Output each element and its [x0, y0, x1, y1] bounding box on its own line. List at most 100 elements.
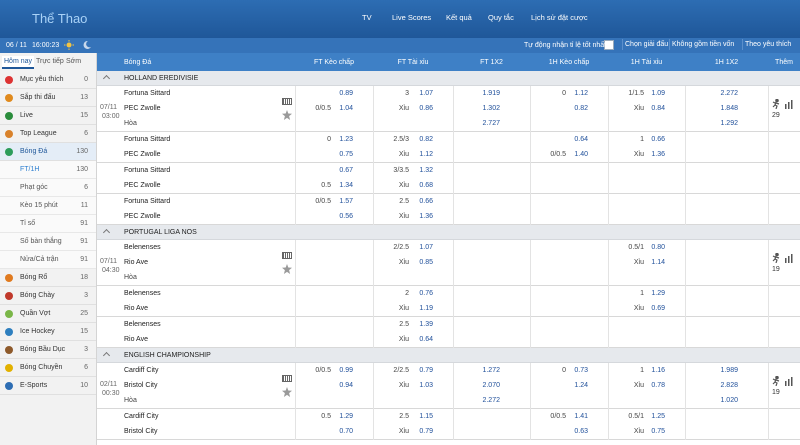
- favorite-star[interactable]: [282, 387, 292, 397]
- odds[interactable]: 0.64: [574, 136, 588, 143]
- filter-button[interactable]: Theo yêu thích: [742, 39, 793, 50]
- odds[interactable]: 1.07: [419, 90, 433, 97]
- tv-icon[interactable]: [282, 252, 292, 259]
- sidebar-item[interactable]: [0, 341, 96, 359]
- odds[interactable]: 1.15: [419, 413, 433, 420]
- filter-button[interactable]: Chọn giải đấu: [622, 39, 670, 50]
- sidebar-tab[interactable]: Sớm: [66, 58, 82, 65]
- sidebar-subitem[interactable]: [0, 233, 96, 251]
- odds[interactable]: 0.79: [419, 428, 433, 435]
- odds[interactable]: 0.82: [419, 136, 433, 143]
- sidebar-item[interactable]: [0, 305, 96, 323]
- odds[interactable]: 2.272: [482, 397, 500, 404]
- sidebar-item[interactable]: [0, 323, 96, 341]
- odds[interactable]: 2.272: [720, 90, 738, 97]
- odds[interactable]: 0.78: [651, 382, 665, 389]
- odds[interactable]: 1.34: [339, 182, 353, 189]
- odds[interactable]: 0.79: [419, 367, 433, 374]
- odds[interactable]: 1.19: [419, 305, 433, 312]
- sidebar-item[interactable]: [0, 377, 96, 395]
- sidebar-subitem[interactable]: [0, 197, 96, 215]
- odds[interactable]: 1.04: [339, 105, 353, 112]
- odds[interactable]: 0.94: [339, 382, 353, 389]
- odds[interactable]: 0.85: [419, 259, 433, 266]
- sidebar-item[interactable]: [0, 89, 96, 107]
- odds[interactable]: 0.64: [419, 336, 433, 343]
- odds[interactable]: 0.66: [651, 136, 665, 143]
- sidebar-subitem[interactable]: [0, 251, 96, 269]
- nav-item[interactable]: TV: [362, 13, 372, 22]
- sidebar-item[interactable]: [0, 143, 96, 161]
- odds[interactable]: 0.67: [339, 167, 353, 174]
- odds[interactable]: 1.09: [651, 90, 665, 97]
- odds[interactable]: 1.32: [419, 167, 433, 174]
- odds[interactable]: 0.56: [339, 213, 353, 220]
- odds[interactable]: 0.75: [339, 151, 353, 158]
- sidebar-item[interactable]: [0, 287, 96, 305]
- odds[interactable]: 1.36: [651, 151, 665, 158]
- league-row[interactable]: [97, 225, 800, 240]
- live-stats-icon[interactable]: [772, 99, 794, 109]
- nav-item[interactable]: Quy tắc: [488, 13, 514, 22]
- odds[interactable]: 0.84: [651, 105, 665, 112]
- filter-button[interactable]: Không gồm tiền vốn: [669, 39, 736, 50]
- odds[interactable]: 0.80: [651, 244, 665, 251]
- odds[interactable]: 1.25: [651, 413, 665, 420]
- odds[interactable]: 0.99: [339, 367, 353, 374]
- odds[interactable]: 2.070: [482, 382, 500, 389]
- odds[interactable]: 1.919: [482, 90, 500, 97]
- odds[interactable]: 0.89: [339, 90, 353, 97]
- odds[interactable]: 0.70: [339, 428, 353, 435]
- odds[interactable]: 0.68: [419, 182, 433, 189]
- odds[interactable]: 1.272: [482, 367, 500, 374]
- odds[interactable]: 1.020: [720, 397, 738, 404]
- odds[interactable]: 2.727: [482, 120, 500, 127]
- odds[interactable]: 1.302: [482, 105, 500, 112]
- favorite-star[interactable]: [282, 110, 292, 120]
- sidebar-subitem[interactable]: [0, 215, 96, 233]
- live-stats-icon[interactable]: [772, 253, 794, 263]
- odds[interactable]: 0.82: [574, 105, 588, 112]
- odds[interactable]: 0.73: [574, 367, 588, 374]
- odds[interactable]: 2.828: [720, 382, 738, 389]
- sidebar-item[interactable]: [0, 269, 96, 287]
- tv-icon[interactable]: [282, 98, 292, 105]
- live-stats-icon[interactable]: [772, 376, 794, 386]
- odds[interactable]: 1.848: [720, 105, 738, 112]
- sidebar-subitem[interactable]: [0, 161, 96, 179]
- odds[interactable]: 1.40: [574, 151, 588, 158]
- odds[interactable]: 1.39: [419, 321, 433, 328]
- odds[interactable]: 1.12: [419, 151, 433, 158]
- nav-item[interactable]: Lịch sử đặt cược: [531, 13, 588, 22]
- moon-icon[interactable]: [82, 40, 92, 50]
- odds[interactable]: 1.12: [574, 90, 588, 97]
- odds[interactable]: 0.63: [574, 428, 588, 435]
- more-count[interactable]: 29: [772, 112, 780, 119]
- odds[interactable]: 1.36: [419, 213, 433, 220]
- odds[interactable]: 1.41: [574, 413, 588, 420]
- tv-icon[interactable]: [282, 375, 292, 382]
- odds[interactable]: 1.29: [339, 413, 353, 420]
- odds[interactable]: 1.07: [419, 244, 433, 251]
- league-row[interactable]: [97, 348, 800, 363]
- odds[interactable]: 1.29: [651, 290, 665, 297]
- odds[interactable]: 1.03: [419, 382, 433, 389]
- odds[interactable]: 1.14: [651, 259, 665, 266]
- odds[interactable]: 0.69: [651, 305, 665, 312]
- odds[interactable]: 0.66: [419, 198, 433, 205]
- sidebar-tab[interactable]: Hôm nay: [2, 56, 35, 69]
- odds[interactable]: 0.76: [419, 290, 433, 297]
- checkbox[interactable]: [604, 40, 614, 50]
- sidebar-item[interactable]: [0, 71, 96, 89]
- odds[interactable]: 1.989: [720, 367, 738, 374]
- nav-item[interactable]: Live Scores: [392, 13, 432, 22]
- sidebar-item[interactable]: [0, 359, 96, 377]
- odds[interactable]: 1.292: [720, 120, 738, 127]
- odds[interactable]: 1.23: [339, 136, 353, 143]
- sidebar-subitem[interactable]: [0, 179, 96, 197]
- sidebar-item[interactable]: [0, 107, 96, 125]
- odds[interactable]: 0.86: [419, 105, 433, 112]
- league-row[interactable]: [97, 71, 800, 86]
- more-count[interactable]: 19: [772, 389, 780, 396]
- sidebar-item[interactable]: [0, 125, 96, 143]
